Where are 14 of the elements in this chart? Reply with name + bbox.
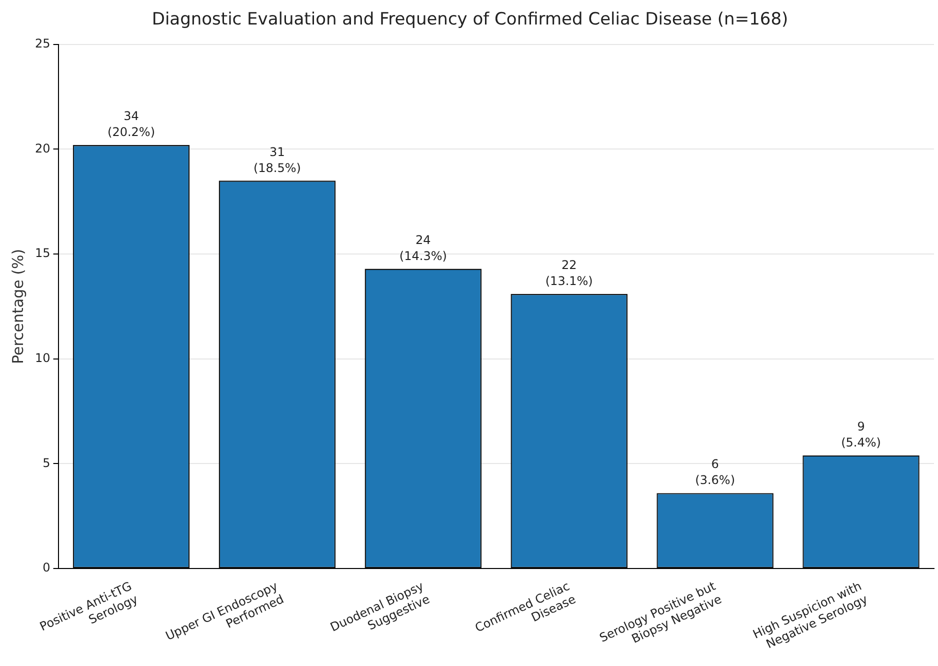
data-label: 34 (20.2%): [108, 109, 155, 140]
data-label: 31 (18.5%): [253, 144, 301, 175]
y-axis-title: Percentage (%): [8, 248, 27, 364]
data-label: 6 (3.6%): [695, 457, 735, 488]
data-label: 9 (5.4%): [841, 419, 881, 450]
y-tick-label: 0: [42, 560, 50, 575]
data-label: 24 (14.3%): [399, 232, 447, 263]
y-tick-label: 25: [34, 36, 50, 51]
chart-title: Diagnostic Evaluation and Frequency of Confirmed Celiac Disease (n=168): [152, 10, 788, 30]
y-tick-label: 20: [34, 141, 50, 156]
data-label: 22 (13.1%): [545, 258, 593, 288]
y-tick-label: 5: [42, 456, 50, 470]
y-tick-label: 15: [34, 246, 50, 260]
y-tick-label: 10: [34, 351, 50, 366]
